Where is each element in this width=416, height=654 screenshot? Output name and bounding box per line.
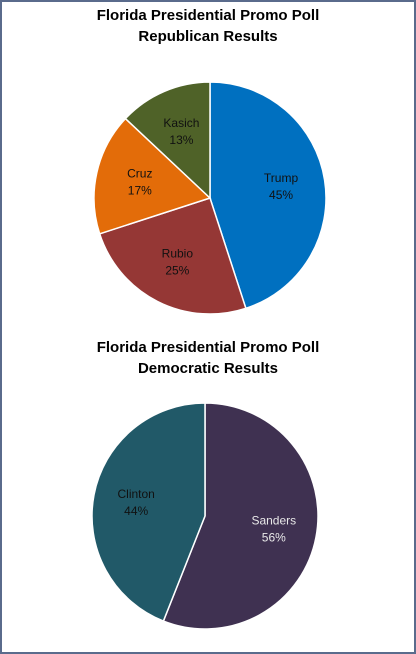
pie-slice <box>209 81 327 310</box>
slice-name: Clinton <box>118 487 155 501</box>
pie-slice <box>162 402 319 630</box>
slice-name: Cruz <box>127 166 152 180</box>
slice-value-label: 56% <box>262 530 286 544</box>
slice-value-label: 25% <box>165 263 189 277</box>
chart-subtitle: Republican Results <box>138 28 277 45</box>
slice-name: Sanders <box>251 513 296 527</box>
chart-subtitle: Democratic Results <box>138 360 278 377</box>
chart-title: Florida Presidential Promo Poll <box>97 339 320 356</box>
slice-name: Kasich <box>163 116 199 130</box>
slice-name: Rubio <box>162 246 194 260</box>
slice-value-label: 44% <box>124 504 148 518</box>
chart-title: Florida Presidential Promo Poll <box>97 7 320 24</box>
pie-slice <box>93 117 212 235</box>
slice-value-label: 17% <box>128 183 152 197</box>
pie-slice <box>91 402 206 623</box>
pie-slice <box>98 197 247 315</box>
pie-slice <box>124 81 211 200</box>
slice-name: Trump <box>264 171 299 185</box>
slice-value-label: 45% <box>269 188 293 202</box>
slice-value-label: 13% <box>169 133 193 147</box>
